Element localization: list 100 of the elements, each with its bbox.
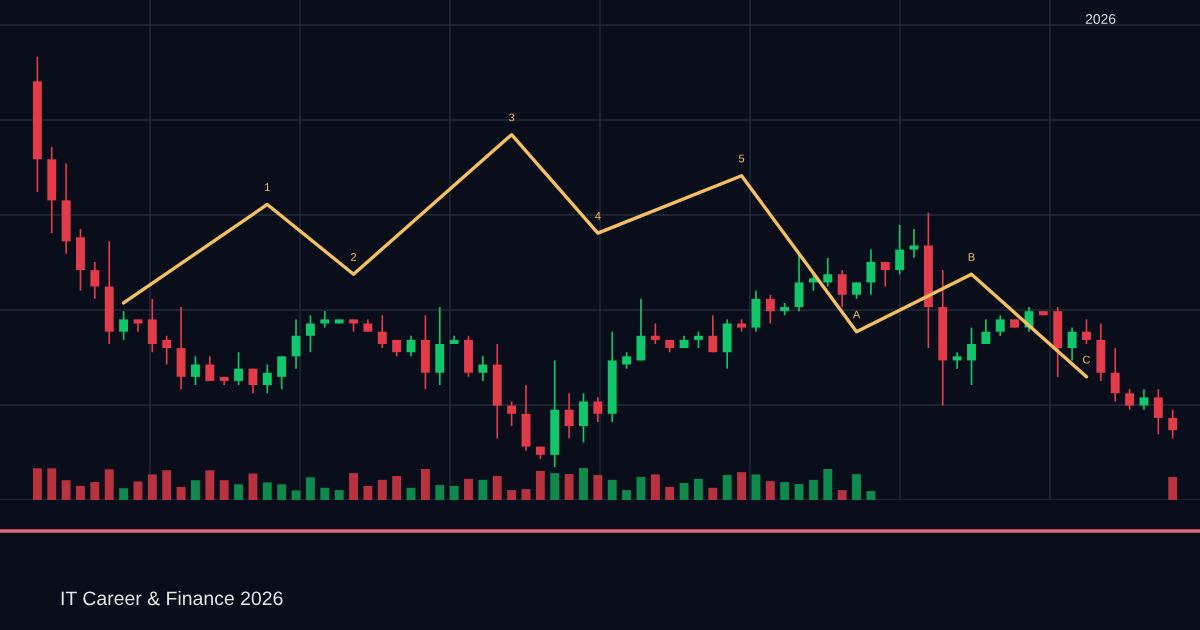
candlestick [837,269,847,308]
candlestick [190,355,200,386]
annotation: A [852,310,861,319]
annotation: 1 [265,183,270,192]
bar [593,475,603,500]
bar [47,468,57,500]
candlestick [262,363,272,395]
candlestick [305,314,315,354]
bar [392,476,402,500]
candlestick [765,293,775,325]
candlestick [90,261,100,300]
bar [665,486,675,500]
bar [794,484,804,500]
bar [693,478,703,500]
bar [808,479,818,500]
candlestick [650,322,660,345]
candlestick [866,248,876,296]
bar [262,482,272,500]
bar [564,474,574,500]
candlestick [162,334,172,366]
text: IT Career & Finance 2026 [61,590,283,606]
bar [205,470,215,500]
bar [607,479,617,500]
candlestick [593,396,603,423]
bar [464,478,473,500]
candlestick [277,355,287,390]
candlestick [708,314,718,354]
candlestick [119,310,129,341]
bar [837,490,847,500]
candlestick [1139,388,1149,411]
bar [449,485,459,500]
candlestick [320,310,330,329]
candlestick [895,224,905,276]
bar [234,484,244,500]
bar [550,473,560,500]
bar [248,473,258,500]
candlestick [1082,318,1091,345]
annotation: B [968,253,975,261]
bar [852,474,861,500]
bar [521,489,531,500]
bar [866,491,876,500]
bar [722,475,732,500]
candlestick [507,400,517,427]
bar [363,485,373,500]
candlestick [1153,388,1163,436]
bar [636,476,646,500]
candlestick [1168,408,1178,440]
candlestick [248,367,258,395]
bar [133,481,143,500]
annotation: 5 [738,154,745,163]
bar [320,487,330,500]
annotation: 2 [351,253,357,261]
text: 2026 [1085,14,1116,24]
bar [334,490,344,500]
bar [61,480,71,500]
bar [765,481,775,500]
annotation: 4 [595,212,601,220]
annotation: 3 [508,113,515,122]
bar [780,482,790,500]
bar [737,472,747,500]
candlestick [995,314,1005,337]
bar [535,470,545,500]
bar [305,477,315,500]
bar [349,473,358,500]
bar [90,482,100,500]
candlestick [880,261,890,288]
bar [708,487,718,500]
candlestick [234,351,244,386]
bar [147,474,157,500]
bar [478,479,488,500]
candlestick [981,318,991,345]
bar [119,488,129,500]
bar [751,474,761,500]
candlestick [823,256,833,288]
bar [104,469,114,500]
candlestick [1067,326,1077,362]
bar [679,483,689,500]
bar [507,490,517,500]
bar [277,484,287,500]
bar [435,484,445,500]
bar [162,470,172,500]
bar [76,485,85,500]
bar [219,480,229,500]
bar [622,490,632,500]
bar [823,468,833,500]
candlestick [909,228,919,259]
candlestick [564,392,574,440]
bar [176,486,186,500]
candlestick [967,326,976,386]
bar [377,479,387,500]
annotation: C [1083,355,1091,364]
candlestick [1110,347,1120,403]
candlestick [377,314,387,349]
bar [420,468,430,500]
bar [1168,476,1178,500]
candlestick [478,355,488,382]
candlestick [952,351,962,370]
bar [32,468,42,500]
bar [190,480,200,500]
bar [291,490,301,500]
